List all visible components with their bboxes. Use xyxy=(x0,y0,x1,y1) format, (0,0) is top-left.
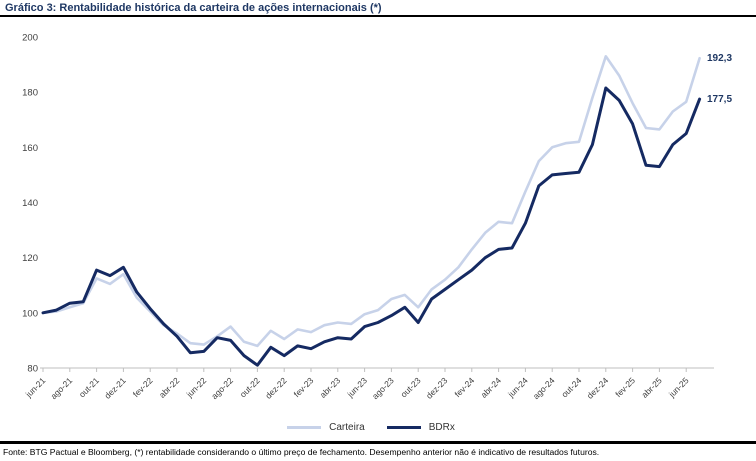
x-tick-label: fev-23 xyxy=(292,375,316,399)
legend-swatch-bdrx xyxy=(386,425,421,429)
y-tick-label: 200 xyxy=(22,33,38,44)
legend-label-bdrx: BDRx xyxy=(428,421,455,433)
x-tick-label: dez-21 xyxy=(102,375,128,401)
x-tick-label: dez-22 xyxy=(263,375,289,401)
x-tick-label: fev-25 xyxy=(613,375,637,399)
x-tick-label: abr-22 xyxy=(157,375,182,400)
y-tick-label: 100 xyxy=(22,308,38,319)
legend-swatch-carteira xyxy=(287,425,322,429)
x-tick-label: fev-22 xyxy=(131,375,155,399)
x-tick-label: ago-21 xyxy=(48,375,74,401)
x-tick-label: ago-22 xyxy=(209,375,235,401)
series-line-carteira xyxy=(41,54,701,348)
source-footer-text: Fonte: BTG Pactual e Bloomberg, (*) rent… xyxy=(3,447,600,457)
series-line-bdrx xyxy=(41,86,702,367)
y-tick-label: 120 xyxy=(22,253,38,264)
end-label-carteira: 192,3 xyxy=(707,53,732,64)
x-tick-label: abr-25 xyxy=(639,375,664,400)
legend-label-carteira: Carteira xyxy=(329,421,365,433)
x-tick-label: jun-22 xyxy=(184,375,209,400)
line-chart: 80 100 120 140 160 180 200 jun-21 ago-21 out-21 de… xyxy=(0,18,756,418)
x-tick-label: jun-24 xyxy=(505,375,530,400)
x-tick-label: out-24 xyxy=(559,375,583,399)
x-tick-label: ago-23 xyxy=(370,375,396,401)
x-tick-label: abr-23 xyxy=(318,375,343,400)
y-tick-label: 160 xyxy=(22,143,38,154)
x-tick-label: dez-24 xyxy=(585,375,611,401)
chart-legend: Carteira BDRx xyxy=(0,416,756,438)
chart-header: Gráfico 3: Rentabilidade histórica da ca… xyxy=(0,0,756,17)
x-tick-label: out-23 xyxy=(398,375,422,399)
chart-title: Gráfico 3: Rentabilidade histórica da ca… xyxy=(5,2,382,14)
y-tick-label: 140 xyxy=(22,198,38,209)
y-tick-label: 80 xyxy=(27,364,38,375)
end-label-bdrx: 177,5 xyxy=(707,94,732,105)
x-tick-label: out-21 xyxy=(77,375,101,399)
x-tick-label: ago-24 xyxy=(531,375,557,401)
source-footer: Fonte: BTG Pactual e Bloomberg, (*) rent… xyxy=(0,441,756,457)
x-tick-label: fev-24 xyxy=(452,375,476,399)
x-tick-label: abr-24 xyxy=(479,375,504,400)
x-tick-label: dez-23 xyxy=(424,375,450,401)
x-tick-label: jun-25 xyxy=(666,375,691,400)
x-tick-label: jun-21 xyxy=(23,375,48,400)
y-tick-label: 180 xyxy=(22,88,38,99)
x-tick-label: out-22 xyxy=(238,375,262,399)
x-tick-label: jun-23 xyxy=(345,375,370,400)
